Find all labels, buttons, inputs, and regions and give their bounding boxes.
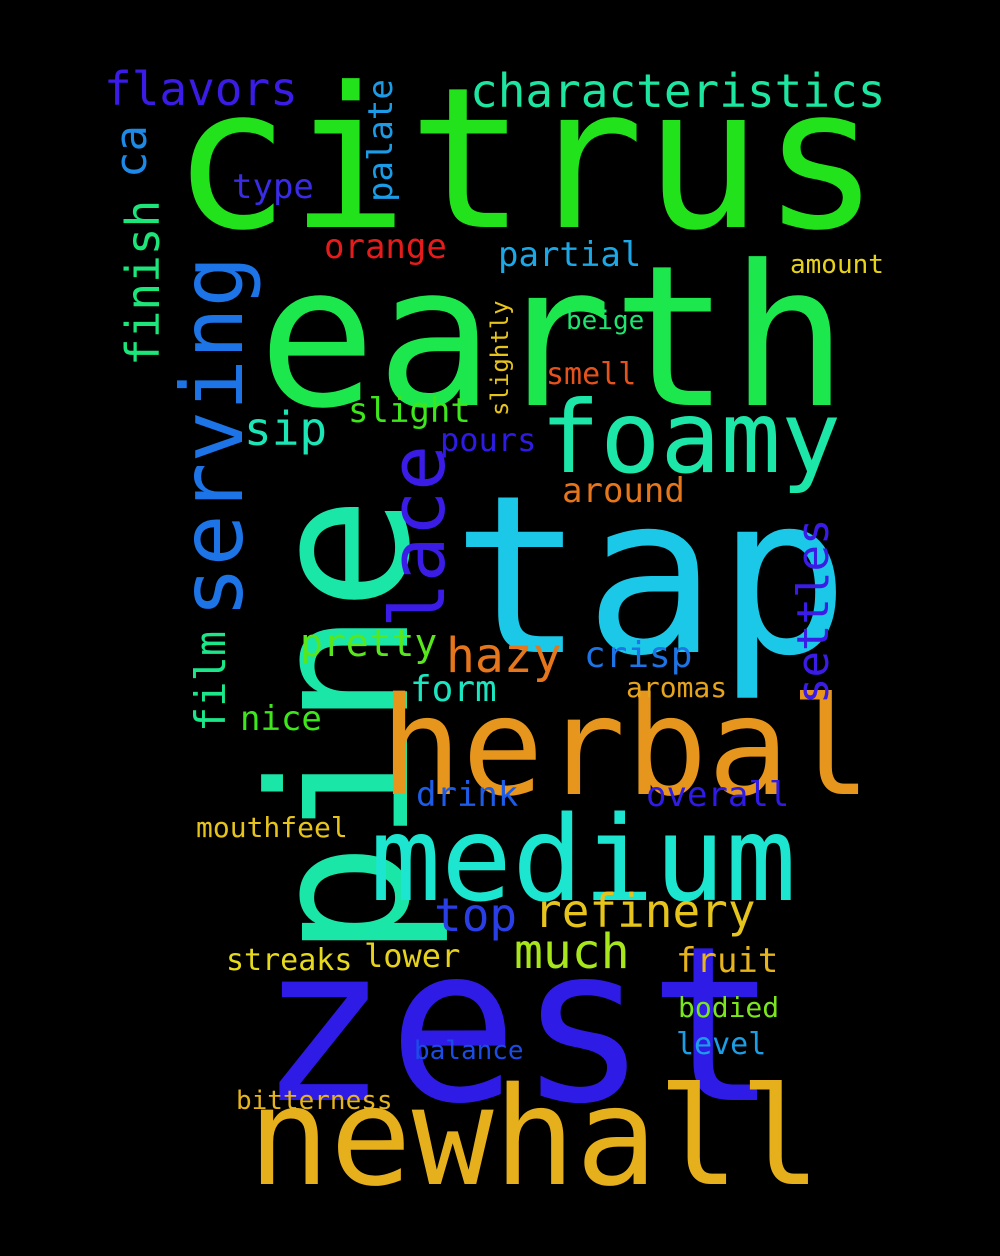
word-sip: sip xyxy=(244,402,328,456)
word-flavors: flavors xyxy=(104,62,298,116)
word-around: around xyxy=(562,471,685,511)
word-partial: partial xyxy=(498,235,642,275)
word-pretty: pretty xyxy=(300,621,438,665)
word-bodied: bodied xyxy=(678,991,780,1024)
word-slight: slight xyxy=(348,391,471,431)
word-fruit: fruit xyxy=(676,941,779,981)
word-newhall: newhall xyxy=(248,1059,822,1217)
word-form: form xyxy=(410,669,497,710)
word-citrus: citrus xyxy=(172,46,881,274)
word-amount: amount xyxy=(790,250,884,280)
word-ca: ca xyxy=(106,125,157,178)
word-crisp: crisp xyxy=(584,635,693,676)
word-palate: palate xyxy=(361,79,401,202)
word-refinery: refinery xyxy=(534,884,756,938)
word-foamy: foamy xyxy=(540,379,842,496)
word-much: much xyxy=(514,924,630,980)
word-drink: drink xyxy=(416,775,519,815)
word-bitterness: bitterness xyxy=(236,1086,393,1116)
word-pours: pours xyxy=(440,421,537,459)
word-balance: balance xyxy=(414,1036,524,1066)
word-mouthfeel: mouthfeel xyxy=(196,811,348,844)
word-hazy: hazy xyxy=(446,628,562,684)
word-finish: finish xyxy=(116,199,170,366)
word-characteristics: characteristics xyxy=(470,64,886,118)
word-lace: lace xyxy=(373,444,462,628)
word-nice: nice xyxy=(240,699,322,739)
word-orange: orange xyxy=(324,227,447,267)
word-aromas: aromas xyxy=(626,671,728,704)
word-slightly: slightly xyxy=(486,300,514,416)
word-settles: settles xyxy=(788,518,839,704)
word-top: top xyxy=(434,888,518,942)
word-overall: overall xyxy=(646,775,790,815)
word-level: level xyxy=(676,1027,767,1062)
word-beige: beige xyxy=(566,306,645,336)
word-film: film xyxy=(186,630,235,732)
word-herbal: herbal xyxy=(380,669,872,827)
word-earth: earth xyxy=(258,224,849,452)
word-lower: lower xyxy=(364,937,461,975)
word-streaks: streaks xyxy=(226,943,353,978)
word-tap: tap xyxy=(452,448,850,704)
word-smell: smell xyxy=(546,357,637,392)
word-medium: medium xyxy=(370,790,797,928)
word-type: type xyxy=(232,167,314,207)
word-zest: zest xyxy=(258,900,779,1151)
